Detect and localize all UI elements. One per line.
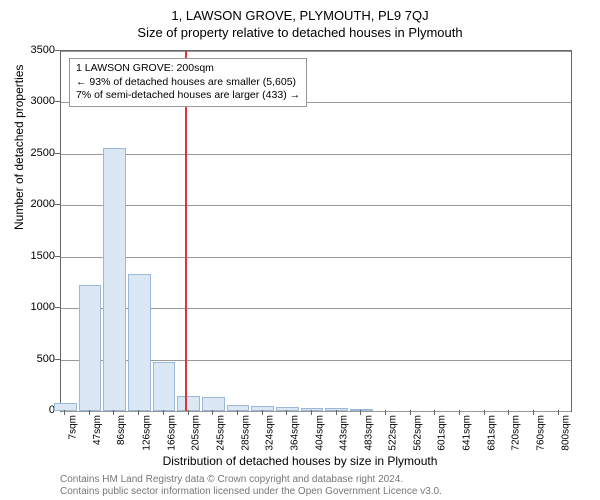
histogram-bar <box>103 148 125 411</box>
histogram-bar <box>276 407 298 411</box>
ytick-label: 0 <box>15 404 55 416</box>
histogram-bar <box>153 362 175 411</box>
ytick-label: 500 <box>15 353 55 365</box>
histogram-bar <box>177 396 199 411</box>
xtick-mark <box>237 410 238 415</box>
histogram-chart: 1, LAWSON GROVE, PLYMOUTH, PL9 7QJ Size … <box>0 0 600 500</box>
xtick-mark <box>64 410 65 415</box>
histogram-bar <box>350 409 372 411</box>
histogram-bar <box>128 274 150 411</box>
histogram-bar <box>251 406 273 411</box>
ytick-label: 1000 <box>15 301 55 313</box>
xtick-mark <box>385 410 386 415</box>
xtick-mark <box>360 410 361 415</box>
xtick-mark <box>459 410 460 415</box>
footer-copyright: Contains HM Land Registry data © Crown c… <box>60 474 403 485</box>
xtick-mark <box>188 410 189 415</box>
annotation-box: 1 LAWSON GROVE: 200sqm ← 93% of detached… <box>69 58 307 107</box>
ytick-label: 2500 <box>15 147 55 159</box>
ytick-label: 1500 <box>15 250 55 262</box>
chart-title-main: 1, LAWSON GROVE, PLYMOUTH, PL9 7QJ <box>0 0 600 23</box>
annotation-line1: 1 LAWSON GROVE: 200sqm <box>76 62 300 76</box>
xtick-mark <box>89 410 90 415</box>
xtick-mark <box>212 410 213 415</box>
xtick-mark <box>533 410 534 415</box>
gridline <box>61 154 571 155</box>
gridline <box>61 51 571 52</box>
annotation-line3: 7% of semi-detached houses are larger (4… <box>76 89 300 103</box>
xtick-mark <box>286 410 287 415</box>
xtick-mark <box>311 410 312 415</box>
xtick-mark <box>410 410 411 415</box>
gridline <box>61 205 571 206</box>
xtick-mark <box>336 410 337 415</box>
xtick-mark <box>138 410 139 415</box>
xtick-mark <box>113 410 114 415</box>
histogram-bar <box>202 397 224 411</box>
footer-licence: Contains public sector information licen… <box>60 486 442 497</box>
annotation-line2: ← 93% of detached houses are smaller (5,… <box>76 76 300 90</box>
histogram-bar <box>54 403 76 411</box>
chart-title-sub: Size of property relative to detached ho… <box>0 23 600 40</box>
histogram-bar <box>325 408 347 411</box>
xtick-mark <box>484 410 485 415</box>
ytick-label: 3000 <box>15 95 55 107</box>
x-axis-label: Distribution of detached houses by size … <box>0 454 600 468</box>
xtick-mark <box>434 410 435 415</box>
ytick-label: 2000 <box>15 198 55 210</box>
xtick-mark <box>508 410 509 415</box>
xtick-mark <box>163 410 164 415</box>
plot-area: 1 LAWSON GROVE: 200sqm ← 93% of detached… <box>60 50 572 412</box>
histogram-bar <box>79 285 101 412</box>
ytick-label: 3500 <box>15 44 55 56</box>
xtick-mark <box>558 410 559 415</box>
gridline <box>61 257 571 258</box>
xtick-mark <box>262 410 263 415</box>
